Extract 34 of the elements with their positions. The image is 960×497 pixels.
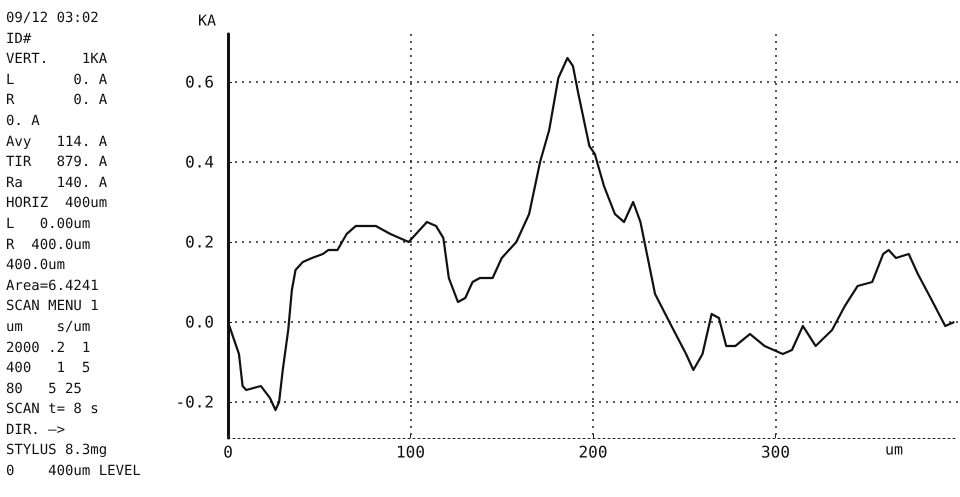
text: 2000 .2 1 — [6, 338, 92, 358]
x-axis-title: um — [885, 440, 904, 458]
text: 400.0um — [6, 256, 66, 276]
text: 400 1 5 — [6, 359, 92, 378]
text: Avy 114. A — [6, 132, 108, 152]
x-tick-label: 200 — [578, 442, 608, 462]
text: TIR 879. A — [6, 153, 108, 172]
y-axis-title: KA — [198, 12, 216, 30]
text: 80 5 25 — [6, 380, 83, 399]
text: L 0.00um — [6, 214, 92, 234]
text: 09/12 03:02 — [6, 9, 100, 28]
x-tick-label: 300 — [761, 442, 790, 462]
text: VERT. 1KA — [6, 50, 108, 70]
text: Area=6.4241 — [6, 276, 100, 296]
text: R 400.0um — [6, 236, 92, 255]
text: um s/um — [6, 318, 92, 337]
x-tick-label: 100 — [396, 442, 425, 462]
y-tick-label: 0.6 — [185, 72, 214, 92]
y-tick-label: 0.2 — [185, 232, 214, 252]
text: Ra 140. A — [6, 174, 108, 193]
text: L 0. A — [6, 70, 108, 90]
y-tick-label: -0.2 — [175, 392, 214, 412]
y-tick-label: 0.4 — [185, 152, 214, 172]
text: DIR. —> — [6, 420, 66, 440]
text: SCAN MENU 1 — [6, 297, 100, 316]
text: HORIZ 400um — [6, 194, 108, 214]
text: 0 400um LEVEL — [6, 462, 141, 482]
text: R 0. A — [6, 91, 108, 110]
text: SCAN t= 8 s — [6, 400, 100, 420]
text: STYLUS 8.3mg — [6, 441, 108, 460]
x-tick-label: 0 — [223, 442, 233, 462]
y-tick-label: 0.0 — [185, 312, 214, 332]
text: ID# — [6, 30, 32, 49]
text: 0. A — [6, 112, 41, 131]
